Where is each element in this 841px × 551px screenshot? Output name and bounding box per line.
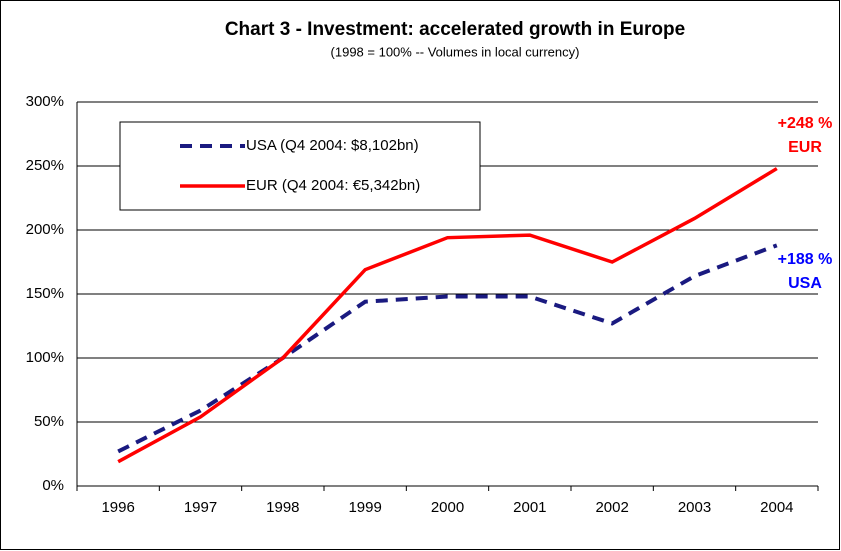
x-tick-label: 1999 [348, 499, 381, 516]
x-tick-label: 2004 [760, 499, 793, 516]
line-series [117, 243, 778, 454]
x-tick-label: 2000 [431, 499, 464, 516]
x-tick-label: 2001 [513, 499, 546, 516]
annotation: USA [788, 275, 822, 292]
chart-title: Chart 3 - Investment: accelerated growth… [225, 19, 685, 40]
x-tick-label: 2003 [678, 499, 711, 516]
legend-label: USA (Q4 2004: $8,102bn) [246, 137, 419, 154]
y-tick-label: 250% [26, 157, 64, 174]
x-tick-label: 1996 [101, 499, 134, 516]
line-series [117, 167, 778, 464]
y-tick-label: 300% [26, 93, 64, 110]
x-tick-label: 1998 [266, 499, 299, 516]
y-tick-label: 200% [26, 221, 64, 238]
chart-subtitle: (1998 = 100% -- Volumes in local currenc… [331, 44, 580, 59]
annotation: +188 % [778, 251, 833, 268]
y-tick-label: 100% [26, 349, 64, 366]
y-tick-label: 50% [34, 413, 64, 430]
y-tick-label: 150% [26, 285, 64, 302]
annotation: +248 % [778, 115, 833, 132]
x-tick-label: 2002 [595, 499, 628, 516]
legend-box [119, 121, 481, 211]
annotation: EUR [788, 139, 822, 156]
x-tick-label: 1997 [184, 499, 217, 516]
y-tick-label: 0% [42, 477, 64, 494]
legend-label: EUR (Q4 2004: €5,342bn) [246, 177, 420, 194]
